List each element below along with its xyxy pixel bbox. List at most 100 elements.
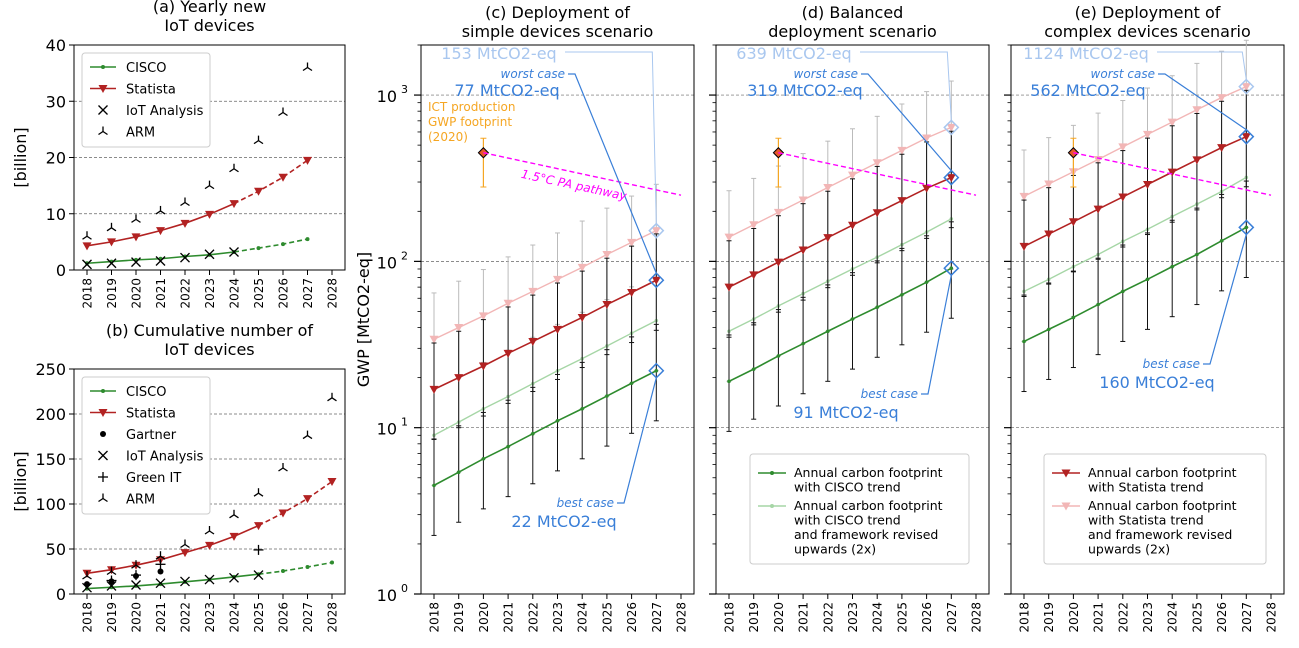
panel-d-xtick-label: 2024 bbox=[871, 602, 885, 633]
panel-d-series-1-point bbox=[875, 305, 879, 310]
panel-c-series-4-point bbox=[478, 312, 488, 321]
panel-c-series-2-point bbox=[503, 349, 513, 358]
panel-d-xtick-label: 2022 bbox=[821, 602, 835, 633]
panel-d-series-4-point bbox=[946, 123, 956, 132]
panel-e-series-2-point bbox=[1093, 205, 1103, 214]
panel-b-cisco-point bbox=[281, 569, 285, 574]
panel-d-series-2-point-shape bbox=[773, 258, 783, 267]
panel-b-iot-analysis-point-b bbox=[106, 580, 117, 591]
panel-b-xtick-label: 2025 bbox=[252, 602, 266, 633]
panel-a-iot-analysis-point bbox=[131, 257, 141, 268]
panel-a-cisco-point-shape bbox=[281, 242, 285, 247]
panel-a-cisco-point bbox=[305, 237, 310, 242]
panel-c-worst-case-leader bbox=[568, 73, 657, 274]
panel-c-series-1-point-shape bbox=[555, 419, 560, 423]
panel-e-series-4-point-shape bbox=[1167, 118, 1177, 127]
panel-a-iot-analysis-point-b bbox=[106, 258, 117, 269]
panel-d-series-1-point bbox=[949, 266, 954, 270]
panel-e-xtick-label: 2021 bbox=[1092, 602, 1106, 633]
panel-a-arm-point-c bbox=[135, 218, 141, 223]
panel-d-series-2-point bbox=[897, 197, 907, 206]
panel-e-series-2-point-shape bbox=[1143, 180, 1152, 189]
panel-a-statista-point bbox=[131, 233, 141, 242]
panel-d-series-2-point bbox=[749, 271, 759, 280]
panel-b-arm-point bbox=[155, 551, 166, 560]
panel-b-gartner-point-shape bbox=[157, 568, 164, 575]
panel-c-series-4-point-shape bbox=[454, 324, 464, 333]
panel-c-series-2-point bbox=[429, 385, 439, 394]
panel-a-ytick-label: 0 bbox=[56, 261, 66, 280]
panel-b-cisco-point-shape bbox=[305, 565, 310, 569]
panel-b-arm-point bbox=[327, 392, 337, 402]
panel-e-series-2-point bbox=[1143, 180, 1152, 189]
panel-a-xtick-label: 2027 bbox=[301, 278, 315, 309]
panel-d-series-2-point bbox=[922, 184, 932, 193]
panel-a-legend-item-label: Statista bbox=[126, 83, 176, 98]
panel-c-ytick-label: 10 bbox=[377, 253, 397, 272]
panel-a-iot-analysis-point bbox=[106, 258, 117, 269]
panel-d-series-2-point-shape bbox=[872, 209, 882, 218]
panel-c-series-2-line bbox=[433, 279, 657, 391]
panel-e-series-2-point bbox=[1044, 230, 1054, 239]
panel-a-arm-point bbox=[302, 62, 313, 72]
panel-d-series-4-point-shape bbox=[724, 233, 734, 242]
panel-c-series-1-line bbox=[433, 370, 657, 487]
panel-d-xtick-label: 2026 bbox=[920, 602, 934, 633]
panel-e-series-1-point bbox=[1121, 289, 1125, 294]
panel-d-series-1-point-shape bbox=[900, 292, 904, 297]
panel-b-arm-point-c bbox=[258, 492, 264, 497]
panel-a-cisco-point bbox=[281, 242, 285, 247]
panel-b-arm-point-b bbox=[155, 555, 161, 560]
panel-e-series-1-point-shape bbox=[1096, 302, 1100, 307]
panel-c-series-2-point bbox=[478, 362, 488, 371]
panel-e-xtick-label: 2023 bbox=[1141, 602, 1155, 633]
panel-b-ylabel: [billion] bbox=[11, 451, 30, 511]
panel-d-series-2-point bbox=[798, 246, 808, 255]
panel-b-legend-item-marker-shape bbox=[101, 389, 105, 393]
panel-d-worst-revised-marker bbox=[943, 119, 960, 136]
panel-b-xtick-label: 2021 bbox=[154, 602, 168, 633]
panel-e-pathway-line bbox=[1073, 152, 1272, 196]
panel-d-pathway-line bbox=[778, 152, 977, 196]
panel-b-legend-item-label: Green IT bbox=[126, 471, 181, 486]
panel-c-series-4-point-shape bbox=[429, 335, 439, 344]
panel-b-cisco-point bbox=[305, 565, 310, 569]
panel-b-legend-item-label: CISCO bbox=[126, 385, 166, 400]
panel-c-ytick-exponent: 1 bbox=[401, 416, 408, 429]
panel-a-arm-point bbox=[131, 214, 141, 223]
panel-b-statista-point bbox=[303, 495, 312, 504]
panel-b-legend-item-marker-b bbox=[98, 497, 104, 503]
panel-e-series-2-point bbox=[1118, 193, 1128, 202]
panel-b-arm-point-c bbox=[307, 435, 313, 440]
panel-b-legend-item-label: Statista bbox=[126, 407, 176, 422]
panel-d-xtick-label: 2028 bbox=[970, 602, 984, 633]
panel-d-series-3-line bbox=[728, 218, 952, 332]
panel-e-xtick-label: 2028 bbox=[1265, 602, 1279, 633]
panel-a-arm-point-c bbox=[184, 201, 190, 207]
panel-a-cisco-point-shape bbox=[305, 237, 310, 242]
panel-c-series-4-point-shape bbox=[602, 250, 612, 259]
panel-c-series-4-point-shape bbox=[577, 263, 587, 272]
panel-c-ytick-exponent: 2 bbox=[401, 249, 408, 262]
panel-e-xtick-label: 2027 bbox=[1240, 602, 1254, 633]
panel-d-series-4-point-shape bbox=[897, 146, 907, 155]
panel-e-best-case-tag: best case bbox=[1143, 357, 1200, 371]
panel-c-best-case-leader bbox=[617, 377, 657, 504]
panel-e-series-4-point bbox=[1241, 83, 1251, 92]
panel-a-legend-item-marker-shape bbox=[98, 85, 108, 93]
panel-b-xtick-label: 2018 bbox=[81, 602, 95, 633]
panel-b-xtick-label: 2019 bbox=[105, 602, 119, 633]
panel-a-arm-point-c bbox=[233, 168, 239, 173]
panel-a-legend-item-marker bbox=[98, 105, 108, 115]
panel-a-legend-item-label: ARM bbox=[126, 126, 155, 141]
panel-b-arm-point-b bbox=[131, 564, 137, 569]
panel-c-series-2-point bbox=[627, 288, 637, 297]
panel-e-legend-marker-shape bbox=[1061, 502, 1071, 511]
panel-e-series-2-point-shape bbox=[1241, 133, 1251, 142]
panel-c-series-1-point-shape bbox=[580, 406, 584, 411]
panel-e-series-4-point bbox=[1143, 130, 1152, 139]
panel-c-title: (c) Deployment of simple devices scenario bbox=[462, 3, 654, 41]
panel-e-xtick-label: 2026 bbox=[1215, 602, 1229, 633]
panel-a-legend-item-label: CISCO bbox=[126, 61, 166, 76]
